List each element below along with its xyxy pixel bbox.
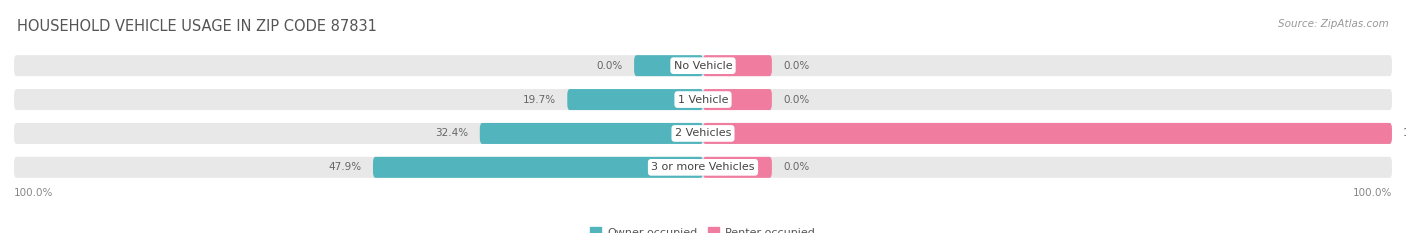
FancyBboxPatch shape (567, 89, 703, 110)
FancyBboxPatch shape (703, 89, 772, 110)
FancyBboxPatch shape (14, 89, 1392, 110)
FancyBboxPatch shape (14, 55, 1392, 76)
Text: 0.0%: 0.0% (783, 162, 810, 172)
Text: 0.0%: 0.0% (596, 61, 623, 71)
Text: 47.9%: 47.9% (329, 162, 361, 172)
FancyBboxPatch shape (479, 123, 703, 144)
Legend: Owner-occupied, Renter-occupied: Owner-occupied, Renter-occupied (586, 223, 820, 233)
Text: Source: ZipAtlas.com: Source: ZipAtlas.com (1278, 19, 1389, 29)
Text: 0.0%: 0.0% (783, 95, 810, 105)
Text: 0.0%: 0.0% (783, 61, 810, 71)
FancyBboxPatch shape (373, 157, 703, 178)
FancyBboxPatch shape (14, 123, 1392, 144)
Text: 100.0%: 100.0% (1403, 128, 1406, 138)
Text: 100.0%: 100.0% (14, 188, 53, 198)
Text: 100.0%: 100.0% (1353, 188, 1392, 198)
Text: No Vehicle: No Vehicle (673, 61, 733, 71)
Text: 3 or more Vehicles: 3 or more Vehicles (651, 162, 755, 172)
Text: 32.4%: 32.4% (436, 128, 468, 138)
FancyBboxPatch shape (703, 123, 1392, 144)
FancyBboxPatch shape (634, 55, 703, 76)
Text: HOUSEHOLD VEHICLE USAGE IN ZIP CODE 87831: HOUSEHOLD VEHICLE USAGE IN ZIP CODE 8783… (17, 19, 377, 34)
FancyBboxPatch shape (703, 55, 772, 76)
FancyBboxPatch shape (703, 157, 772, 178)
Text: 2 Vehicles: 2 Vehicles (675, 128, 731, 138)
Text: 19.7%: 19.7% (523, 95, 557, 105)
FancyBboxPatch shape (14, 157, 1392, 178)
Text: 1 Vehicle: 1 Vehicle (678, 95, 728, 105)
